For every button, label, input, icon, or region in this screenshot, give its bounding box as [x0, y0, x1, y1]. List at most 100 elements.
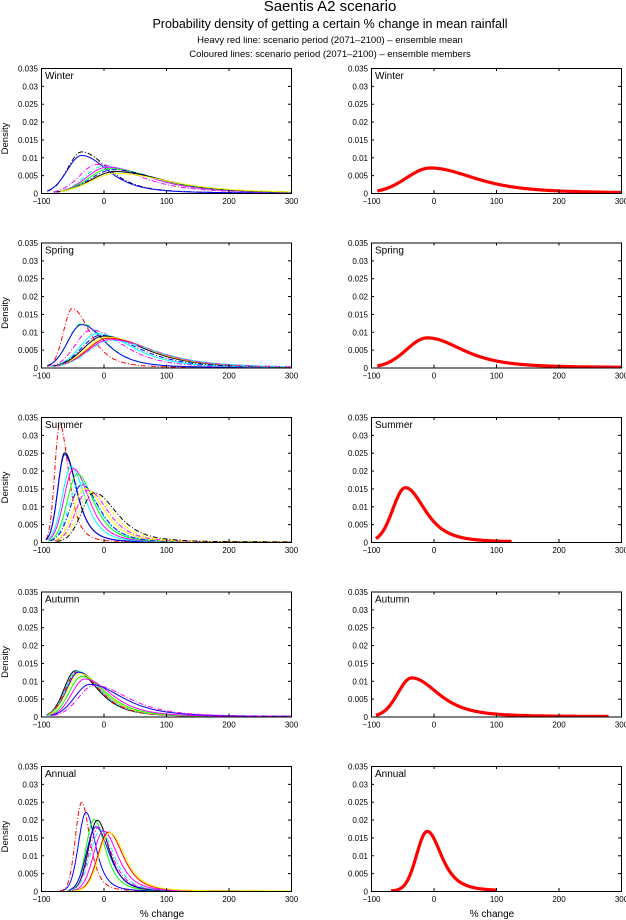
- figure-note-mean: Heavy red line: scenario period (2071–21…: [197, 35, 463, 46]
- y-tick-label: 0.025: [18, 100, 39, 109]
- y-tick-label: 0.03: [352, 431, 368, 440]
- y-tick-label: 0.03: [22, 431, 38, 440]
- x-tick-label: 100: [490, 721, 504, 730]
- y-tick-label: 0.005: [18, 172, 39, 181]
- x-tick-label: −100: [32, 895, 51, 904]
- y-tick-label: 0.01: [22, 852, 38, 861]
- curves: [376, 166, 621, 193]
- y-tick-label: 0.01: [22, 677, 38, 686]
- y-axis-label: Density: [0, 820, 11, 852]
- x-tick-label: 0: [432, 197, 437, 206]
- y-axis-label: Density: [0, 471, 11, 503]
- season-label: Spring: [375, 246, 404, 257]
- x-tick-label: 200: [222, 546, 236, 555]
- y-tick-label: 0.03: [22, 606, 38, 615]
- x-tick-label: 300: [285, 546, 299, 555]
- y-tick-label: 0.02: [352, 293, 368, 302]
- ensemble-member-line: [48, 676, 291, 717]
- curves: [45, 670, 291, 717]
- x-tick-label: 200: [552, 197, 566, 206]
- x-tick-label: 0: [102, 895, 107, 904]
- x-tick-label: −100: [362, 895, 381, 904]
- ensemble-member-line: [59, 340, 291, 368]
- y-tick-label: 0.03: [352, 257, 368, 266]
- x-tick-label: 0: [432, 895, 437, 904]
- y-tick-label: 0.01: [352, 328, 368, 337]
- y-tick-label: 0.025: [348, 449, 369, 458]
- y-tick-label: 0.035: [348, 414, 369, 423]
- ensemble-mean-line: [376, 166, 621, 193]
- x-tick-label: 200: [552, 546, 566, 555]
- ensemble-member-line: [53, 166, 291, 193]
- y-tick-label: 0.02: [22, 642, 38, 651]
- y-tick-label: 0.015: [348, 834, 369, 843]
- y-tick-label: 0.005: [18, 870, 39, 879]
- ensemble-member-line: [53, 487, 291, 542]
- y-tick-label: 0.01: [22, 503, 38, 512]
- x-tick-label: 300: [285, 895, 299, 904]
- y-tick-label: 0.015: [348, 485, 369, 494]
- y-axis-label: Density: [0, 297, 11, 329]
- y-tick-label: 0.005: [348, 521, 369, 530]
- x-tick-label: −100: [362, 197, 381, 206]
- x-tick-label: 0: [432, 372, 437, 381]
- ensemble-member-line: [47, 323, 291, 368]
- y-tick-label: 0.015: [18, 834, 39, 843]
- x-tick-label: 100: [160, 721, 174, 730]
- x-tick-label: 100: [490, 895, 504, 904]
- y-tick-label: 0.03: [22, 257, 38, 266]
- y-tick-label: 0.025: [18, 624, 39, 633]
- figure-note-members: Coloured lines: scenario period (2071–21…: [189, 49, 471, 60]
- y-tick-label: 0.025: [348, 100, 369, 109]
- y-tick-label: 0.005: [18, 695, 39, 704]
- season-label: Annual: [375, 769, 406, 780]
- y-tick-label: 0.01: [22, 154, 38, 163]
- x-tick-label: 300: [615, 372, 626, 381]
- y-tick-label: 0.005: [18, 346, 39, 355]
- ensemble-member-line: [53, 163, 291, 193]
- y-tick-label: 0.01: [22, 328, 38, 337]
- y-tick-label: 0.02: [22, 816, 38, 825]
- x-tick-label: 300: [285, 372, 299, 381]
- x-tick-label: −100: [32, 372, 51, 381]
- x-axis-label: % change: [140, 909, 185, 920]
- x-tick-label: 200: [552, 721, 566, 730]
- x-tick-label: 300: [615, 197, 626, 206]
- y-tick-label: 0.01: [352, 852, 368, 861]
- ensemble-member-line: [56, 492, 291, 542]
- y-tick-label: 0.035: [348, 763, 369, 772]
- ensemble-member-line: [54, 489, 291, 542]
- curves: [375, 676, 610, 717]
- x-tick-label: 100: [160, 372, 174, 381]
- ensemble-member-line: [62, 811, 291, 891]
- y-tick-label: 0.015: [18, 485, 39, 494]
- x-tick-label: −100: [32, 197, 51, 206]
- y-tick-label: 0.015: [348, 136, 369, 145]
- x-tick-label: 0: [102, 721, 107, 730]
- x-tick-label: 300: [615, 721, 626, 730]
- season-label: Summer: [45, 420, 83, 431]
- y-tick-label: 0.01: [352, 503, 368, 512]
- x-tick-label: 300: [285, 197, 299, 206]
- ensemble-member-line: [67, 819, 291, 891]
- axes-box: [41, 68, 292, 194]
- y-tick-label: 0.03: [352, 780, 368, 789]
- figure-title: Saentis A2 scenario: [263, 0, 397, 15]
- season-label: Spring: [45, 246, 74, 257]
- ensemble-mean-line: [374, 486, 513, 542]
- ensemble-member-line: [53, 684, 291, 717]
- y-tick-label: 0.015: [348, 310, 369, 319]
- curves: [390, 829, 497, 891]
- y-tick-label: 0.02: [22, 293, 38, 302]
- curves: [374, 486, 513, 542]
- season-label: Winter: [45, 71, 75, 82]
- y-tick-label: 0.025: [18, 798, 39, 807]
- ensemble-member-line: [47, 308, 291, 368]
- x-tick-label: 0: [102, 197, 107, 206]
- y-tick-label: 0.025: [348, 275, 369, 284]
